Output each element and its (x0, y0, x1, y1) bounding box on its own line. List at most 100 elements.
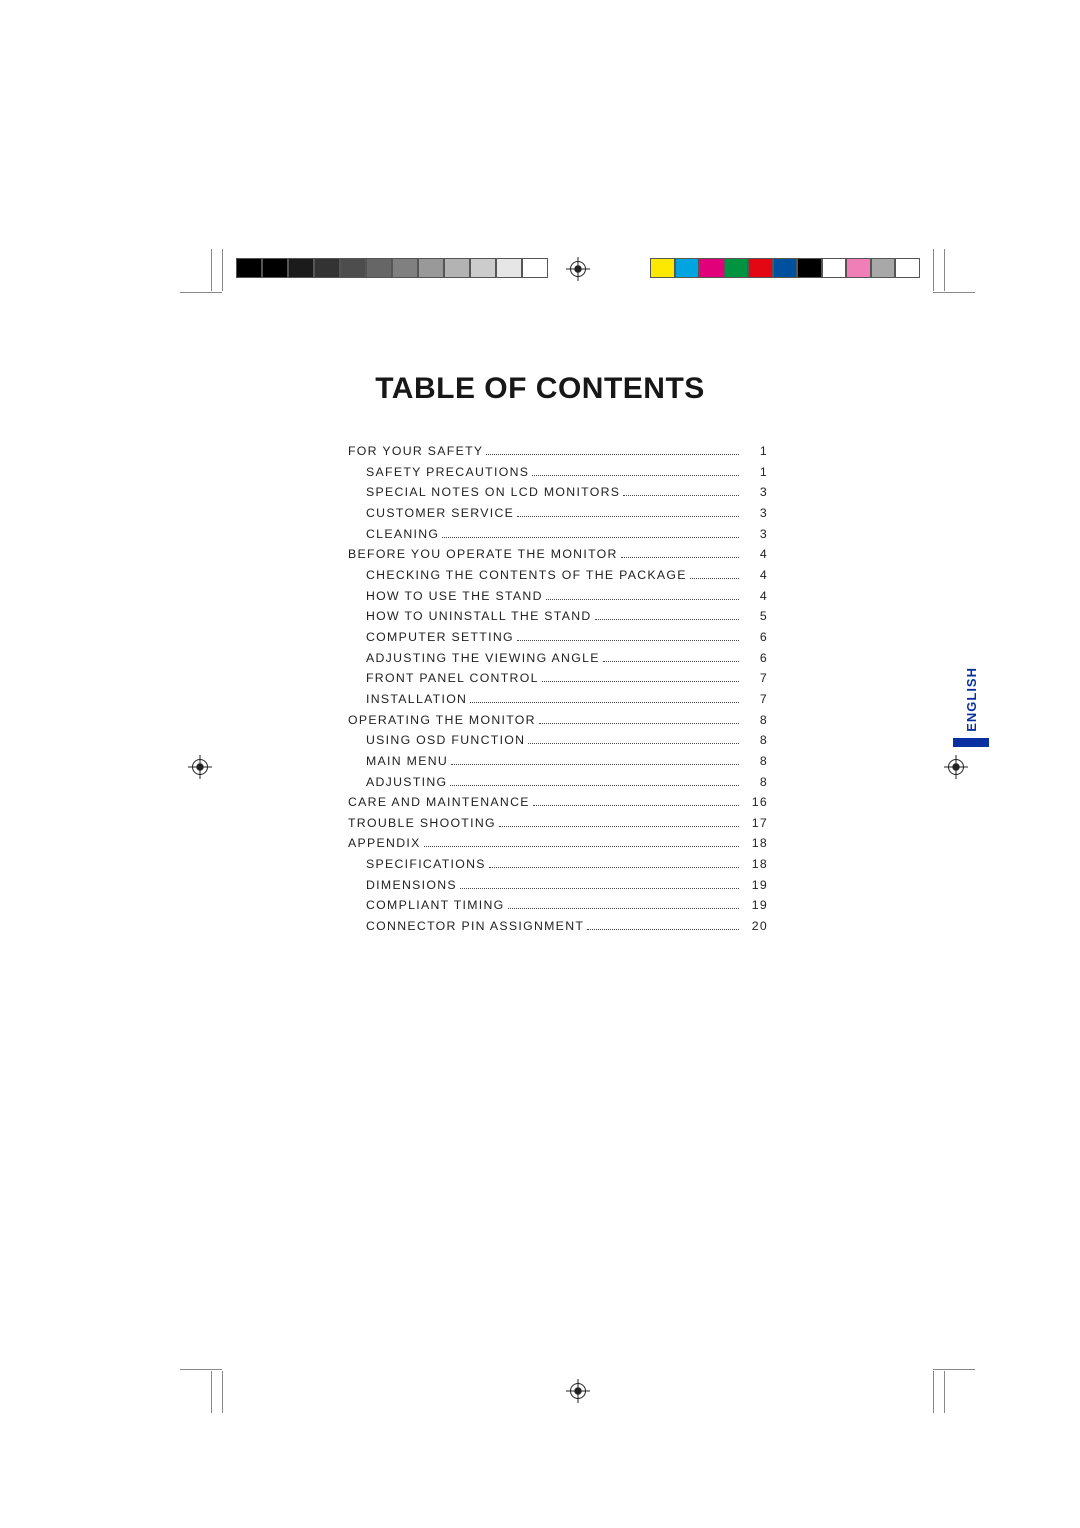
page-title: TABLE OF CONTENTS (90, 372, 990, 406)
toc-page-number: 4 (742, 586, 768, 607)
language-tab: ENGLISH (952, 667, 990, 747)
swatch (392, 258, 418, 278)
swatch (418, 258, 444, 278)
toc-entry-label: APPENDIX (348, 833, 421, 854)
swatch (797, 258, 822, 278)
toc-page-number: 5 (742, 606, 768, 627)
toc-entry-label: BEFORE YOU OPERATE THE MONITOR (348, 544, 618, 565)
toc-row: ADJUSTING THE VIEWING ANGLE6 (348, 648, 768, 669)
toc-row: COMPLIANT TIMING19 (348, 895, 768, 916)
crop-mark (933, 249, 934, 291)
toc-entry-label: HOW TO USE THE STAND (348, 586, 543, 607)
crop-mark (180, 292, 222, 293)
toc-page-number: 3 (742, 482, 768, 503)
toc-row: CHECKING THE CONTENTS OF THE PACKAGE 4 (348, 565, 768, 586)
swatch (846, 258, 871, 278)
toc-entry-label: COMPUTER SETTING (348, 627, 514, 648)
toc-leader (517, 640, 739, 641)
toc-row: BEFORE YOU OPERATE THE MONITOR4 (348, 544, 768, 565)
toc-row: HOW TO UNINSTALL THE STAND 5 (348, 606, 768, 627)
color-calibration-bar (650, 258, 920, 278)
toc-page-number: 8 (742, 751, 768, 772)
toc-entry-label: HOW TO UNINSTALL THE STAND (348, 606, 592, 627)
swatch (470, 258, 496, 278)
swatch (288, 258, 314, 278)
toc-row: SPECIFICATIONS18 (348, 854, 768, 875)
language-label: ENGLISH (964, 667, 979, 732)
toc-leader (542, 681, 739, 682)
toc-row: CONNECTOR PIN ASSIGNMENT 20 (348, 916, 768, 937)
toc-page-number: 3 (742, 503, 768, 524)
toc-row: SAFETY PRECAUTIONS1 (348, 462, 768, 483)
toc-page-number: 16 (742, 792, 768, 813)
toc-leader (451, 764, 739, 765)
registration-mark-icon (188, 755, 212, 779)
crop-mark (933, 292, 975, 293)
language-tab-block (953, 738, 989, 747)
crop-mark (933, 1369, 975, 1370)
toc-leader (546, 599, 739, 600)
swatch (236, 258, 262, 278)
toc-row: MAIN MENU 8 (348, 751, 768, 772)
swatch (496, 258, 522, 278)
toc-leader (539, 723, 739, 724)
toc-entry-label: TROUBLE SHOOTING (348, 813, 496, 834)
toc-entry-label: INSTALLATION (348, 689, 467, 710)
toc-row: INSTALLATION7 (348, 689, 768, 710)
toc-leader (603, 661, 739, 662)
toc-row: ADJUSTING8 (348, 772, 768, 793)
toc-page-number: 18 (742, 833, 768, 854)
toc-row: HOW TO USE THE STAND 4 (348, 586, 768, 607)
toc-page-number: 17 (742, 813, 768, 834)
toc-row: USING OSD FUNCTION8 (348, 730, 768, 751)
swatch (262, 258, 288, 278)
crop-mark (211, 1371, 212, 1413)
crop-mark (180, 1369, 222, 1370)
toc-entry-label: MAIN MENU (348, 751, 448, 772)
toc-leader (499, 826, 739, 827)
swatch (773, 258, 798, 278)
swatch (822, 258, 847, 278)
toc-page-number: 4 (742, 565, 768, 586)
toc-entry-label: CONNECTOR PIN ASSIGNMENT (348, 916, 584, 937)
toc-leader (528, 743, 739, 744)
toc-entry-label: CUSTOMER SERVICE (348, 503, 514, 524)
toc-entry-label: CLEANING (348, 524, 439, 545)
toc-row: OPERATING THE MONITOR8 (348, 710, 768, 731)
swatch (699, 258, 724, 278)
toc-entry-label: ADJUSTING (348, 772, 447, 793)
toc-page-number: 6 (742, 648, 768, 669)
crop-mark (933, 1371, 934, 1413)
toc-page-number: 20 (742, 916, 768, 937)
toc-leader (442, 537, 739, 538)
swatch (650, 258, 675, 278)
toc-row: TROUBLE SHOOTING 17 (348, 813, 768, 834)
toc-leader (508, 908, 739, 909)
swatch (444, 258, 470, 278)
toc-entry-label: CHECKING THE CONTENTS OF THE PACKAGE (348, 565, 687, 586)
toc-row: APPENDIX 18 (348, 833, 768, 854)
toc-leader (486, 454, 739, 455)
swatch (871, 258, 896, 278)
toc-leader (587, 929, 739, 930)
toc-row: COMPUTER SETTING6 (348, 627, 768, 648)
toc-page-number: 1 (742, 462, 768, 483)
swatch (675, 258, 700, 278)
toc-leader (424, 846, 739, 847)
print-page: TABLE OF CONTENTS FOR YOUR SAFETY1SAFETY… (90, 105, 990, 1355)
swatch (522, 258, 548, 278)
toc-page-number: 8 (742, 710, 768, 731)
toc-entry-label: FOR YOUR SAFETY (348, 441, 483, 462)
crop-mark (222, 1371, 223, 1413)
toc-page-number: 19 (742, 875, 768, 896)
toc-entry-label: COMPLIANT TIMING (348, 895, 505, 916)
toc-row: CUSTOMER SERVICE 3 (348, 503, 768, 524)
toc-entry-label: USING OSD FUNCTION (348, 730, 525, 751)
toc-leader (460, 888, 739, 889)
toc-row: FOR YOUR SAFETY1 (348, 441, 768, 462)
table-of-contents: FOR YOUR SAFETY1SAFETY PRECAUTIONS1SPECI… (348, 441, 768, 937)
toc-leader (623, 495, 739, 496)
registration-mark-icon (944, 755, 968, 779)
swatch (895, 258, 920, 278)
toc-leader (470, 702, 739, 703)
